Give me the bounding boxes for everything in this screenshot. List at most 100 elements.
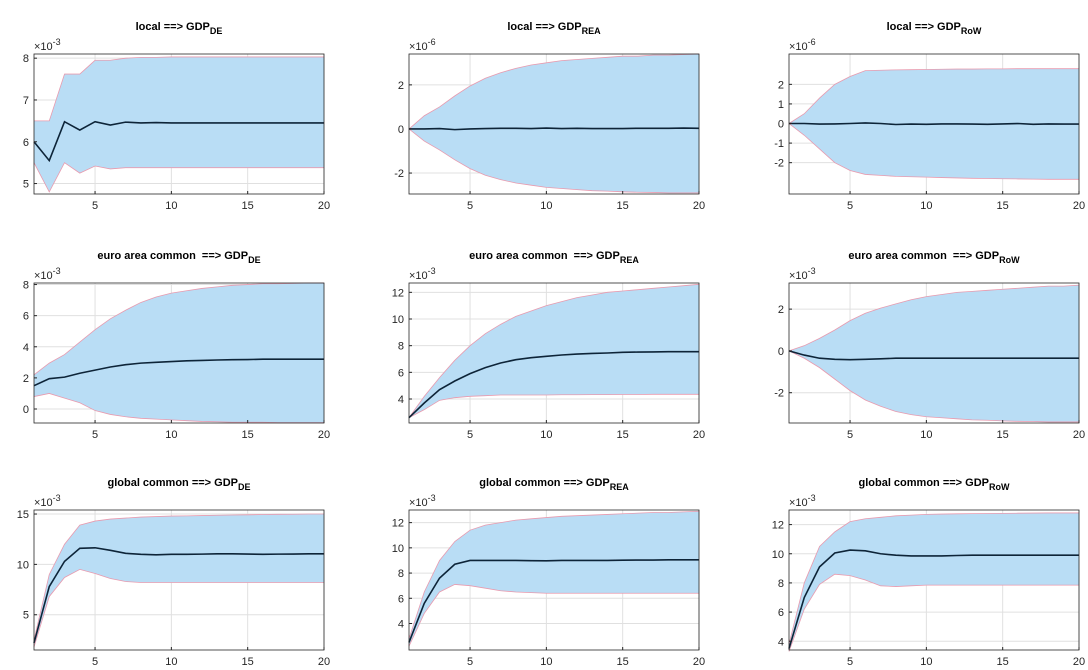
y-tick-label: 12 <box>772 520 784 532</box>
y-scale-label: ×10-3 <box>409 266 436 282</box>
chart-title: euro area common ==> GDPREA <box>469 250 639 265</box>
band-edge <box>33 162 324 193</box>
x-tick-label: 15 <box>617 656 629 668</box>
confidence-band <box>789 512 1079 652</box>
y-tick-label: 10 <box>17 559 29 571</box>
x-tick-label: 10 <box>165 429 177 441</box>
median-line <box>408 350 699 419</box>
band-edge <box>788 68 1079 124</box>
axes-box <box>408 53 700 195</box>
axes-box <box>33 53 325 195</box>
title-main: global common ==> GDP <box>107 477 238 489</box>
band-edge <box>34 56 324 122</box>
median-line <box>33 358 324 387</box>
x-tick-label: 5 <box>467 656 473 668</box>
median-line <box>788 350 1079 361</box>
y-tick-label: 7 <box>23 95 29 107</box>
x-tick-label: 15 <box>997 656 1009 668</box>
band-edge <box>408 283 700 418</box>
title-subscript: RoW <box>961 26 982 36</box>
title-subscript: RoW <box>999 255 1020 265</box>
y-tick-label: -2 <box>774 158 784 170</box>
band-edge <box>788 284 1080 352</box>
median-line <box>408 559 699 643</box>
y-scale-power: -6 <box>428 37 436 47</box>
y-scale-label: ×10-3 <box>789 493 816 509</box>
x-tick-label: 10 <box>540 429 552 441</box>
band-edge <box>408 393 699 419</box>
y-tick-label: 6 <box>778 607 784 619</box>
confidence-band <box>409 511 699 647</box>
x-tick-label: 10 <box>920 429 932 441</box>
y-scale-label: ×10-3 <box>409 493 436 509</box>
band-edge <box>408 584 699 647</box>
band-edge <box>408 128 699 194</box>
y-tick-label: 8 <box>23 53 29 65</box>
x-tick-label: 20 <box>318 429 330 441</box>
chart-title: local ==> GDPREA <box>507 21 601 36</box>
chart-title: local ==> GDPDE <box>136 21 223 36</box>
band-edge <box>788 573 1079 652</box>
y-tick-label: 6 <box>23 311 29 323</box>
y-scale-power: -3 <box>53 37 61 47</box>
chart-title: global common ==> GDPREA <box>479 477 629 492</box>
title-subscript: DE <box>210 26 223 36</box>
y-tick-label: 6 <box>23 137 29 149</box>
y-tick-label: 5 <box>23 179 29 191</box>
y-scale-power: -3 <box>808 493 816 503</box>
title-main: global common ==> GDP <box>479 477 610 489</box>
title-subscript: DE <box>238 482 251 492</box>
y-tick-label: 4 <box>398 394 404 406</box>
y-tick-label: 4 <box>778 636 784 648</box>
y-scale-power: -3 <box>428 266 436 276</box>
x-tick-label: 15 <box>997 200 1009 212</box>
x-tick-label: 15 <box>617 200 629 212</box>
y-tick-label: 8 <box>23 280 29 292</box>
y-tick-label: 10 <box>772 549 784 561</box>
y-tick-label: 0 <box>398 124 404 136</box>
title-main: local ==> GDP <box>136 21 210 33</box>
y-scale-base: ×10 <box>34 41 53 53</box>
y-tick-label: 0 <box>778 346 784 358</box>
y-tick-label: 12 <box>392 518 404 530</box>
y-scale-label: ×10-3 <box>34 266 61 282</box>
y-tick-label: 10 <box>392 314 404 326</box>
y-tick-label: 2 <box>398 80 404 92</box>
x-tick-label: 5 <box>92 200 98 212</box>
y-scale-base: ×10 <box>34 270 53 282</box>
title-main: euro area common ==> GDP <box>469 250 620 262</box>
chart-title: global common ==> GDPRoW <box>858 477 1010 492</box>
title-subscript: REA <box>582 26 602 36</box>
x-tick-label: 5 <box>92 656 98 668</box>
band-edge <box>33 513 324 641</box>
y-tick-label: 8 <box>398 568 404 580</box>
x-tick-label: 10 <box>165 200 177 212</box>
band-edge <box>33 568 324 648</box>
median-line <box>33 546 324 644</box>
y-scale-base: ×10 <box>409 270 428 282</box>
x-tick-label: 10 <box>920 200 932 212</box>
x-tick-label: 5 <box>847 656 853 668</box>
axes-box <box>788 509 1080 651</box>
axes-box <box>408 509 700 651</box>
x-tick-label: 20 <box>693 200 705 212</box>
y-scale-base: ×10 <box>789 270 808 282</box>
y-scale-label: ×10-6 <box>789 37 816 53</box>
x-tick-label: 5 <box>847 429 853 441</box>
x-tick-label: 20 <box>693 429 705 441</box>
x-tick-label: 10 <box>540 656 552 668</box>
chart-title: euro area common ==> GDPDE <box>97 250 260 265</box>
x-tick-label: 20 <box>1073 200 1085 212</box>
x-tick-label: 10 <box>920 656 932 668</box>
x-tick-label: 20 <box>1073 429 1085 441</box>
x-tick-label: 15 <box>997 429 1009 441</box>
title-main: local ==> GDP <box>507 21 581 33</box>
title-main: euro area common ==> GDP <box>97 250 248 262</box>
y-tick-label: 6 <box>398 593 404 605</box>
y-tick-label: 5 <box>23 610 29 622</box>
x-tick-label: 20 <box>693 656 705 668</box>
y-scale-base: ×10 <box>789 41 808 53</box>
axes-box <box>788 282 1080 424</box>
x-tick-label: 5 <box>847 200 853 212</box>
